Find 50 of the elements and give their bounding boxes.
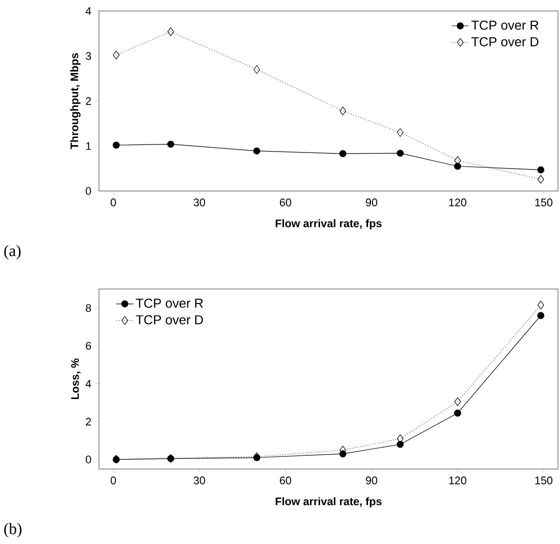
y-tick-label: 8 [86,304,91,312]
point [537,300,544,310]
point [454,397,461,406]
y-tick-label: 2 [86,97,91,105]
x-tick-label: 150 [535,198,552,206]
x-axis-title: Flow arrival rate, fps [276,497,382,508]
y-tick-label: 1 [86,142,91,150]
legend-label: TCP over D [471,37,538,46]
x-tick-label: 30 [194,476,206,484]
point [167,27,174,36]
y-axis-title: Loss, % [71,358,80,400]
y-tick-label: 0 [86,456,92,464]
legend-label: TCP over D [136,315,203,324]
point [454,162,462,170]
legend-label: TCP over R [471,20,538,30]
y-tick-label: 2 [86,418,91,426]
legend-label: TCP over R [136,298,203,308]
text: (a) [4,244,21,260]
y-tick-label: 0 [86,187,92,195]
x-tick-label: 90 [366,198,378,206]
point [396,128,404,137]
x-axis-title: Flow arrival rate, fps [276,219,382,230]
x-tick-label: 120 [449,476,466,484]
y-tick-label: 4 [86,380,92,388]
point [112,50,120,60]
point [339,150,346,158]
point [112,142,120,149]
point [253,147,260,154]
x-tick-label: 90 [366,476,378,484]
x-tick-label: 0 [110,198,116,206]
point [253,65,260,74]
x-tick-label: 0 [110,476,116,484]
point [340,106,346,116]
point [537,166,544,174]
y-axis-title: Throughput, Mbps [70,53,80,150]
x-tick-label: 30 [194,198,206,206]
point [537,175,544,184]
y-tick-label: 3 [86,52,91,60]
x-tick-label: 60 [280,476,292,484]
y-tick-label: 4 [86,7,92,15]
point [167,140,174,148]
x-tick-label: 120 [449,198,466,206]
point [396,150,404,157]
text: (b) [4,522,22,538]
x-tick-label: 60 [280,198,292,206]
point [396,440,404,448]
x-tick-label: 150 [535,476,552,484]
y-tick-label: 6 [86,342,91,350]
point [454,410,462,417]
point [537,312,544,320]
